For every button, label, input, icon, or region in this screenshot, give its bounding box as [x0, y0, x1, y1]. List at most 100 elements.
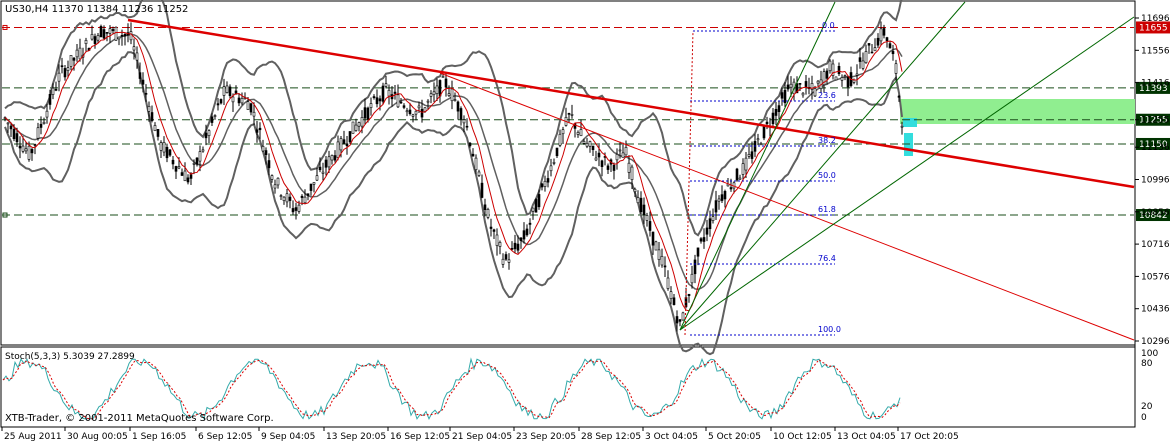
candle-body [405, 110, 409, 113]
candle-body [513, 242, 517, 250]
candle-body [579, 129, 583, 137]
stoch-main-line [2, 357, 901, 421]
candle-body [453, 99, 457, 101]
candle-body [240, 98, 244, 104]
time-tick-label: 10 Oct 12:05 [773, 432, 832, 442]
stochastic-oscillator [2, 357, 901, 421]
candle-body [711, 216, 715, 221]
candle-body [429, 93, 433, 97]
candle-body [300, 195, 304, 198]
candle-body [540, 183, 544, 188]
candle-body [225, 85, 229, 93]
red-trendline-main [127, 18, 1135, 189]
cyan-marker-bottom [904, 133, 913, 156]
price-tick-label: 10436 [1141, 305, 1170, 315]
candle-body [435, 85, 439, 94]
candle-body [867, 43, 871, 46]
bollinger-middle [4, 33, 903, 291]
candle-body [639, 197, 643, 213]
candle-body [537, 194, 541, 208]
candle-body [135, 52, 139, 61]
candle-body [765, 121, 769, 125]
candle-body [843, 75, 847, 77]
candle-body [702, 237, 706, 242]
candle-body [663, 265, 667, 268]
candle-body [483, 204, 487, 211]
candle-body [153, 125, 157, 132]
candle-body [276, 177, 280, 186]
candle-body [102, 29, 106, 39]
candle-body [594, 157, 598, 161]
candle-body [198, 151, 202, 162]
candle-body [519, 237, 523, 242]
candle-body [93, 36, 97, 44]
candle-body [831, 63, 835, 76]
candle-body [756, 138, 760, 141]
candle-body [900, 125, 904, 128]
candle-body [441, 76, 445, 78]
fibonacci-retracement[interactable]: 0.0 23.6 38.2 50.0 61.8 76.4 100.0 [684, 21, 841, 336]
price-tick-label: 10996 [1141, 176, 1170, 186]
horizontal-levels: 11655 11393 11255 11150 10842 [2, 21, 1170, 222]
candle-body [741, 163, 745, 175]
support-zone [900, 99, 1135, 124]
candle-body [420, 108, 424, 118]
level-label: 11393 [1139, 84, 1168, 94]
candle-body [468, 142, 472, 147]
candle-body [312, 182, 316, 185]
candle-body [714, 200, 718, 213]
price-tick-label: 10716 [1141, 240, 1170, 250]
candle-body [486, 209, 490, 218]
time-tick-label: 3 Oct 04:05 [645, 432, 698, 442]
level-label: 10842 [1139, 211, 1168, 221]
candle-body [699, 238, 703, 242]
candle-body [615, 154, 619, 161]
candle-body [387, 89, 391, 97]
candle-body [516, 243, 520, 251]
ma-line [4, 31, 903, 312]
candle-body [78, 47, 82, 60]
candle-body [582, 140, 586, 144]
fib-level-label: 50.0 [818, 171, 836, 180]
candle-body [108, 28, 112, 34]
candle-body [501, 258, 505, 265]
candle-body [450, 88, 454, 102]
level-label-bg [1136, 21, 1170, 34]
time-tick-label: 6 Sep 12:05 [198, 432, 252, 442]
candle-body [192, 163, 196, 165]
candle-body [432, 91, 436, 95]
candle-body [597, 152, 601, 158]
candle-body [255, 129, 259, 133]
level-handle [2, 212, 8, 218]
candle-body [258, 127, 262, 131]
candle-body [438, 80, 442, 97]
candle-body [654, 241, 658, 251]
main-chart-frame [0, 0, 1136, 346]
candle-body [207, 130, 211, 136]
candle-body [294, 207, 298, 211]
candle-body [291, 208, 295, 213]
candle-body [333, 155, 337, 161]
candle-body [810, 83, 814, 90]
candle-body [825, 70, 829, 79]
candle-body [708, 218, 712, 230]
candle-body [189, 174, 193, 179]
candle-body [642, 204, 646, 216]
candle-body [561, 129, 565, 135]
candle-body [879, 28, 883, 42]
candle-body [33, 144, 37, 146]
candle-body [651, 231, 655, 246]
time-tick-label: 5 Oct 20:05 [708, 432, 761, 442]
candle-body [549, 165, 553, 172]
candle-body [219, 99, 223, 104]
candle-body [489, 226, 493, 229]
candle-body [75, 49, 79, 58]
candle-body [174, 166, 178, 172]
candle-body [318, 166, 322, 171]
candle-body [282, 196, 286, 201]
candle-body [861, 60, 865, 69]
candle-body [204, 132, 208, 139]
